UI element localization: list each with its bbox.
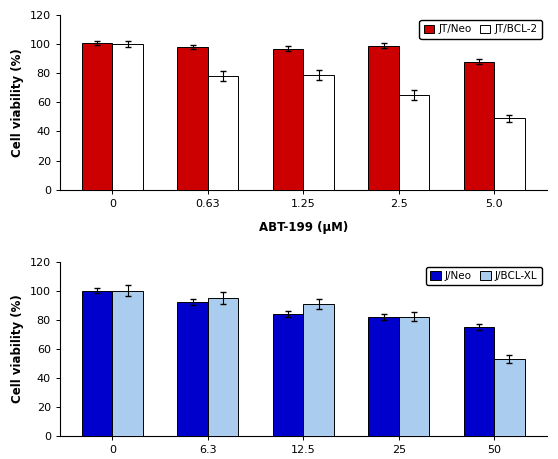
Text: ABT-199 (μM): ABT-199 (μM) [259, 221, 348, 234]
Y-axis label: Cell viability (%): Cell viability (%) [11, 294, 24, 403]
Bar [464, 62, 494, 190]
Bar [82, 291, 113, 436]
Bar [113, 291, 143, 436]
Bar [113, 44, 143, 190]
Bar [304, 304, 334, 436]
Legend: J/Neo, J/BCL-XL: J/Neo, J/BCL-XL [426, 267, 542, 285]
Bar [177, 47, 208, 190]
Bar [273, 49, 304, 190]
Bar [368, 45, 399, 190]
Bar [399, 317, 429, 436]
Bar [208, 298, 238, 436]
Bar [399, 95, 429, 190]
Bar [494, 118, 525, 190]
Bar [304, 75, 334, 190]
Bar [494, 359, 525, 436]
Bar [368, 317, 399, 436]
Bar [273, 314, 304, 436]
Y-axis label: Cell viability (%): Cell viability (%) [11, 48, 24, 157]
Legend: JT/Neo, JT/BCL-2: JT/Neo, JT/BCL-2 [420, 20, 542, 39]
Bar [177, 302, 208, 436]
Bar [464, 327, 494, 436]
Bar [82, 43, 113, 190]
Bar [208, 76, 238, 190]
